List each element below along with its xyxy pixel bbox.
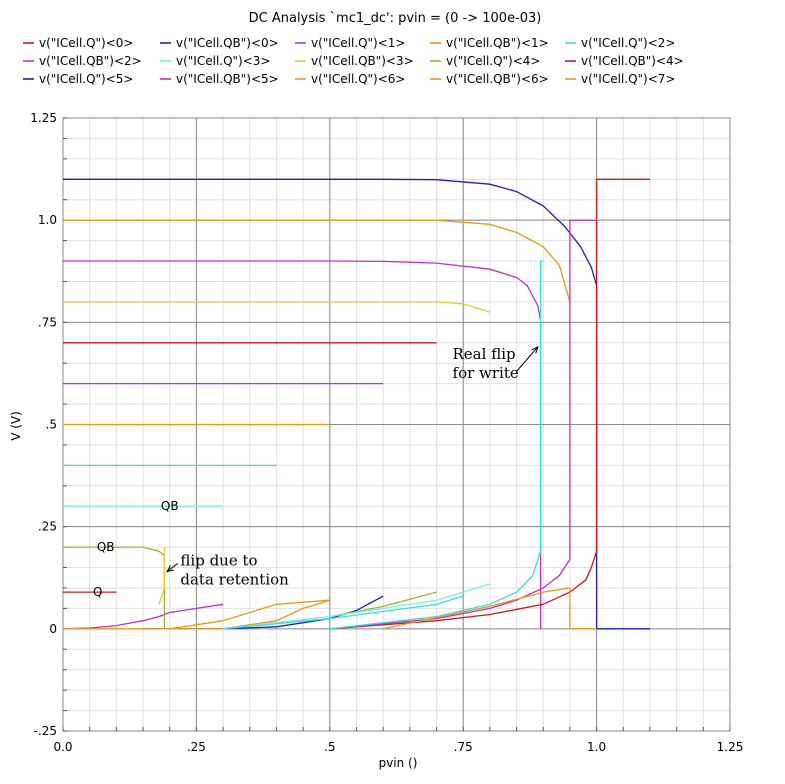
annotation-arrow: [166, 563, 179, 573]
annotation-arrow: [516, 346, 539, 372]
annotation-text: data retention: [180, 570, 289, 588]
legend-entry: v("ICell.Q")<0>: [39, 36, 133, 50]
series-lines: [62, 178, 650, 630]
x-tick-labels: 0.0 .25 .5 .75 1.0 1.25: [53, 740, 743, 754]
legend-entry: v("ICell.Q")<1>: [311, 36, 405, 50]
legend-entry: v("ICell.Q")<3>: [176, 54, 270, 68]
series-line: [329, 178, 650, 630]
series-line: [63, 260, 542, 629]
legend-entry: v("ICell.Q")<5>: [39, 72, 133, 86]
legend-entry: v("ICell.Q")<2>: [581, 36, 675, 50]
series-line: [62, 603, 224, 630]
y-tick-label: .5: [46, 418, 57, 432]
series-line: [329, 219, 597, 630]
annotation-text: flip due to: [180, 551, 257, 569]
annotation-text: Real flip: [453, 345, 516, 363]
legend-entry: v("ICell.QB")<1>: [446, 36, 549, 50]
x-tick-label: 0.0: [53, 740, 72, 754]
y-tick-label: .25: [38, 520, 57, 534]
y-tick-label: 1.25: [30, 111, 57, 125]
legend-entry: v("ICell.Q")<4>: [446, 54, 540, 68]
series-line: [63, 219, 571, 303]
series-line: [169, 599, 330, 630]
x-tick-label: .25: [187, 740, 206, 754]
annotation-label: Q: [93, 585, 102, 599]
legend-entry: v("ICell.QB")<6>: [446, 72, 549, 86]
series-line: [158, 547, 166, 605]
annotation-label: QB: [161, 499, 179, 513]
series-line: [223, 595, 464, 630]
legend-entry: v("ICell.QB")<5>: [176, 72, 279, 86]
x-tick-label: 1.0: [587, 740, 606, 754]
chart-title: DC Analysis `mc1_dc': pvin = (0 -> 100e-…: [249, 11, 542, 26]
legend-entry: v("ICell.QB")<4>: [581, 54, 684, 68]
y-tick-label: -.25: [34, 724, 57, 738]
y-tick-label: .75: [38, 315, 57, 329]
annotation-text: for write: [453, 364, 519, 382]
series-line: [223, 583, 491, 630]
x-tick-label: .5: [324, 740, 335, 754]
legend-entry: v("ICell.QB")<0>: [176, 36, 279, 50]
x-axis-label: pvin (): [379, 756, 418, 770]
x-tick-label: .75: [454, 740, 473, 754]
series-line: [383, 587, 584, 630]
legend-entry: v("ICell.Q")<7>: [581, 72, 675, 86]
legend-entry: v("ICell.QB")<2>: [39, 54, 142, 68]
legend-entry: v("ICell.QB")<3>: [311, 54, 414, 68]
annotation-label: QB: [97, 540, 115, 554]
annotation-arrowhead: [166, 565, 174, 573]
x-tick-label: 1.25: [717, 740, 744, 754]
annotation-arrowhead: [531, 345, 539, 354]
y-axis-label: V (V): [9, 411, 23, 441]
y-tick-label: 0: [49, 622, 57, 636]
series-line: [63, 599, 330, 630]
legend-entry: v("ICell.Q")<6>: [311, 72, 405, 86]
series-line: [329, 260, 544, 630]
y-tick-labels: -.25 0 .25 .5 .75 1.0 1.25: [30, 111, 57, 738]
legend: v("ICell.Q")<0> v("ICell.QB")<0> v("ICell.…: [23, 36, 684, 86]
series-line: [63, 301, 491, 313]
y-tick-label: 1.0: [38, 213, 57, 227]
